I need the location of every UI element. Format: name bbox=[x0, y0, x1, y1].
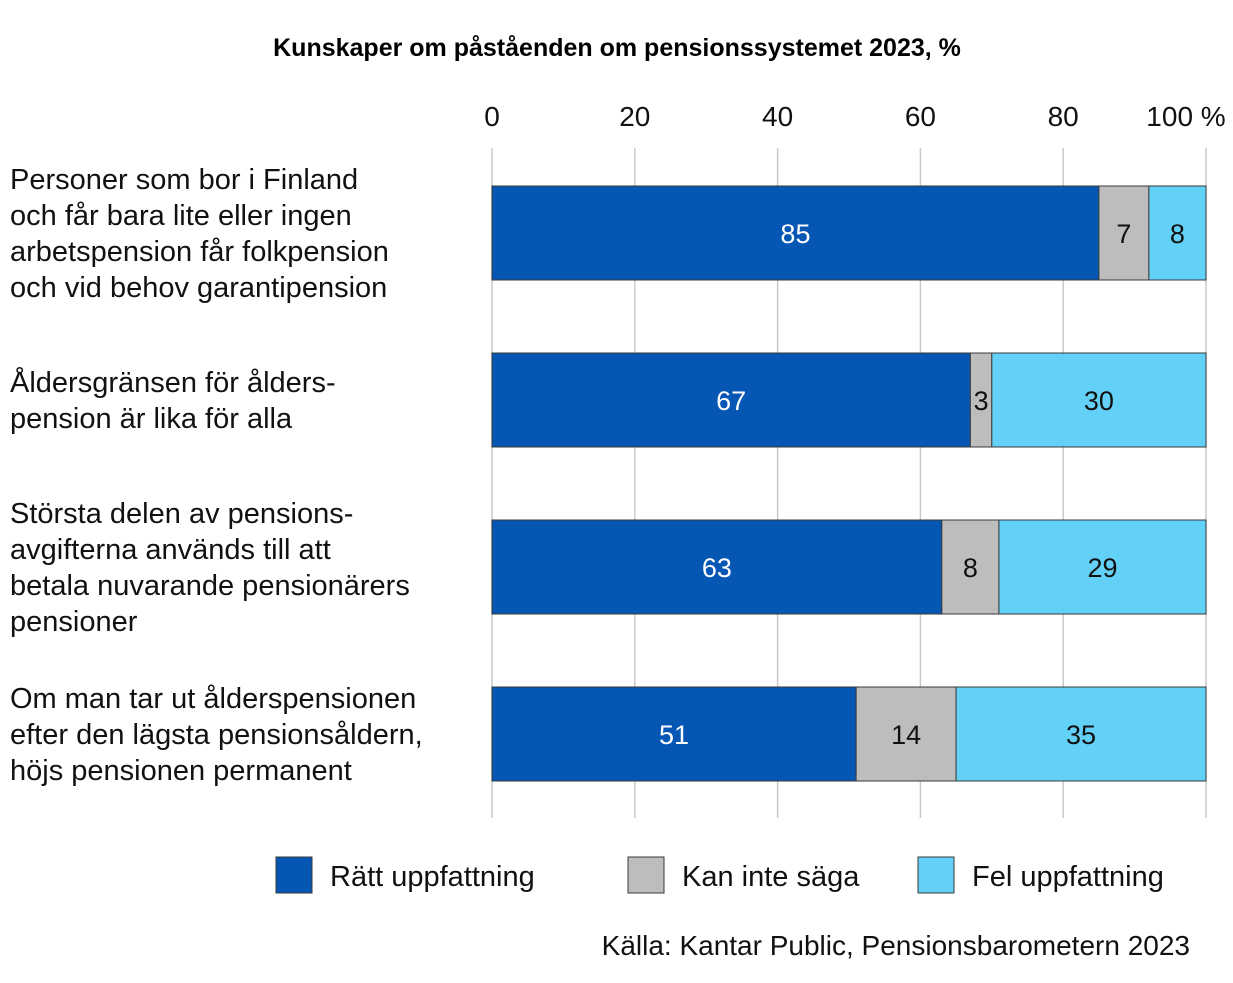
bar-value-label: 35 bbox=[1066, 720, 1096, 750]
bar-segment bbox=[941, 519, 1000, 615]
bar-segment bbox=[1148, 185, 1207, 281]
category-label: Största delen av pensions-avgifterna anv… bbox=[10, 498, 410, 638]
legend-swatch bbox=[917, 856, 955, 894]
chart-title: Kunskaper om påståenden om pensionssyste… bbox=[273, 34, 961, 62]
bar-segment bbox=[991, 352, 1207, 448]
bar-segment bbox=[491, 185, 1100, 281]
x-tick-label: 40 bbox=[762, 101, 793, 132]
category-labels: Personer som bor i Finland och får bara l… bbox=[10, 164, 423, 787]
bar-value-label: 51 bbox=[659, 720, 689, 750]
bars: 85 7 8 67 3 30 63 8 29 51 14 35 bbox=[491, 185, 1207, 782]
bar-segment bbox=[955, 686, 1207, 782]
bar-segment bbox=[491, 686, 857, 782]
bar-value-label: 14 bbox=[891, 720, 921, 750]
x-axis-ticks: 0 20 40 60 80 100 % bbox=[484, 101, 1225, 132]
category-label: Personer som bor i Finland och får bara l… bbox=[10, 164, 389, 304]
x-tick-label: 60 bbox=[905, 101, 936, 132]
x-tick-label: 80 bbox=[1048, 101, 1079, 132]
legend-swatch bbox=[275, 856, 313, 894]
bar-value-label: 30 bbox=[1084, 386, 1114, 416]
legend-label: Kan inte säga bbox=[682, 861, 860, 893]
bar-segment bbox=[998, 519, 1207, 615]
bar-value-label: 7 bbox=[1116, 219, 1131, 249]
legend-label: Fel uppfattning bbox=[972, 861, 1164, 893]
x-tick-label: 100 % bbox=[1146, 101, 1225, 132]
bar-value-label: 8 bbox=[1170, 219, 1185, 249]
bar-value-label: 63 bbox=[702, 553, 732, 583]
source-note: Källa: Kantar Public, Pensionsbarometern… bbox=[602, 930, 1190, 961]
bar-value-label: 67 bbox=[716, 386, 746, 416]
bar-value-label: 3 bbox=[974, 386, 989, 416]
x-tick-label: 20 bbox=[619, 101, 650, 132]
legend: Rätt uppfattning Kan inte säga Fel uppfatt… bbox=[275, 856, 1164, 894]
x-tick-label: 0 bbox=[484, 101, 500, 132]
bar-value-label: 8 bbox=[963, 553, 978, 583]
bar-value-label: 85 bbox=[780, 219, 810, 249]
legend-swatch bbox=[627, 856, 665, 894]
bar-segment bbox=[855, 686, 957, 782]
bar-segment bbox=[491, 519, 943, 615]
bar-value-label: 29 bbox=[1087, 553, 1117, 583]
category-label: Om man tar ut ålderspensionen efter den l… bbox=[10, 683, 423, 787]
category-label: Åldersgränsen för ålders-pension är lika… bbox=[10, 366, 336, 435]
legend-label: Rätt uppfattning bbox=[330, 861, 535, 893]
bar-segment bbox=[491, 352, 971, 448]
